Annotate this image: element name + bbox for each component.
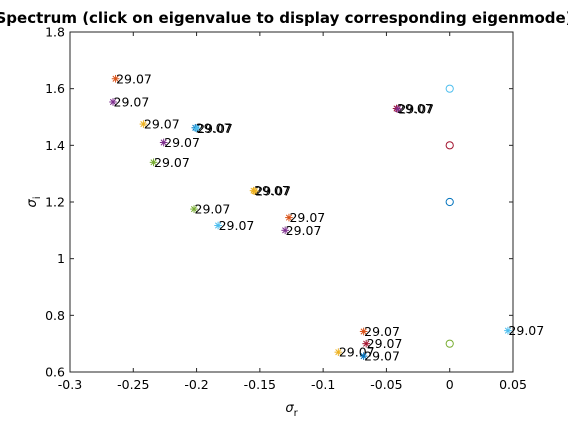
eigenvalue-label[interactable]: 29.07 bbox=[289, 210, 325, 225]
eigenvalue-label[interactable]: 29.07 bbox=[508, 323, 544, 338]
eigenvalue-point[interactable]: 29.07 bbox=[109, 94, 149, 109]
eigenvalue-point[interactable]: 29.07 bbox=[149, 155, 190, 170]
x-tick-label: -0.1 bbox=[311, 377, 335, 392]
eigenvalue-label[interactable]: 29.07 bbox=[255, 184, 291, 199]
asterisk-stroke bbox=[282, 227, 289, 234]
asterisk-stroke bbox=[112, 75, 119, 82]
eigenvalue-label[interactable]: 29.07 bbox=[254, 183, 290, 198]
x-tick-label: -0.15 bbox=[244, 377, 276, 392]
asterisk-stroke bbox=[193, 125, 200, 132]
eigenvalue-label[interactable]: 29.07 bbox=[114, 94, 150, 109]
asterisk-stroke bbox=[140, 120, 147, 128]
y-tick-label: 1.6 bbox=[45, 81, 65, 96]
eigenvalue-label[interactable]: 29.07 bbox=[196, 120, 232, 135]
asterisk-stroke bbox=[251, 188, 258, 195]
asterisk-stroke bbox=[190, 205, 198, 213]
y-axis-label-subscript: i bbox=[32, 196, 43, 199]
y-axis: 0.6 0.8 1 1.2 1.4 1.6 1.8 bbox=[45, 25, 513, 380]
y-tick-label: 0.6 bbox=[45, 365, 65, 380]
asterisk-stroke bbox=[109, 98, 117, 106]
y-axis-label-sigma: σ bbox=[25, 199, 40, 208]
x-tick-label: -0.25 bbox=[117, 377, 149, 392]
eigenvalue-label[interactable]: 29.07 bbox=[367, 336, 403, 351]
eigenvalue-point[interactable]: 29.07 bbox=[359, 324, 400, 339]
eigenvalue-label[interactable]: 29.07 bbox=[144, 117, 180, 132]
x-axis: -0.3 -0.25 -0.2 -0.15 -0.1 -0.05 0 0.05 bbox=[58, 32, 527, 392]
y-axis-label: σi bbox=[25, 196, 43, 207]
eigenvalue-label[interactable]: 29.07 bbox=[397, 101, 433, 116]
eigenvalue-circle-marker[interactable] bbox=[445, 197, 454, 207]
chart-title: Spectrum (click on eigenvalue to display… bbox=[0, 9, 568, 27]
eigenvalue-label[interactable]: 29.07 bbox=[154, 155, 190, 170]
x-tick-label: -0.05 bbox=[370, 377, 402, 392]
x-tick-label: 0 bbox=[446, 377, 454, 392]
y-tick-label: 1.2 bbox=[45, 195, 65, 210]
x-axis-label: σr bbox=[285, 401, 298, 419]
eigenvalue-label[interactable]: 29.07 bbox=[195, 202, 231, 217]
eigenvalue-point[interactable]: 29.07 bbox=[111, 71, 152, 86]
eigenvalue-label[interactable]: 29.07 bbox=[364, 349, 400, 364]
eigenvalue-point[interactable]: 29.07 bbox=[250, 184, 291, 199]
eigenvalue-label[interactable]: 29.07 bbox=[364, 324, 400, 339]
eigenvalue-point[interactable]: 29.07 bbox=[362, 336, 402, 351]
asterisk-stroke bbox=[394, 105, 401, 113]
x-axis-label-subscript: r bbox=[294, 408, 299, 419]
x-tick-label: -0.2 bbox=[184, 377, 208, 392]
y-tick-label: 1.8 bbox=[45, 25, 65, 40]
eigenvalue-point[interactable]: 29.07 bbox=[394, 102, 434, 117]
eigenvalue-circle-marker[interactable] bbox=[445, 84, 454, 93]
eigenvalue-point[interactable]: 29.07 bbox=[190, 202, 230, 217]
axes-box bbox=[69, 31, 514, 373]
asterisk-stroke bbox=[504, 327, 512, 334]
eigenvalue-point[interactable]: 29.07 bbox=[504, 323, 544, 338]
asterisk-stroke bbox=[214, 222, 222, 229]
y-tick-label: 1 bbox=[57, 251, 65, 266]
y-tick-label: 0.8 bbox=[45, 308, 65, 323]
eigenvalue-point[interactable]: 29.07 bbox=[139, 117, 180, 132]
x-axis-label-sigma: σ bbox=[285, 401, 294, 416]
eigenvalue-label[interactable]: 29.07 bbox=[398, 102, 434, 117]
eigenvalue-point[interactable]: 29.07 bbox=[359, 349, 400, 364]
eigenvalue-label[interactable]: 29.07 bbox=[286, 223, 322, 238]
eigenvalue-label[interactable]: 29.07 bbox=[164, 135, 200, 150]
asterisk-stroke bbox=[335, 349, 342, 356]
asterisk-stroke bbox=[363, 340, 370, 347]
eigenvalue-point[interactable]: 29.07 bbox=[214, 218, 254, 233]
asterisk-stroke bbox=[360, 353, 367, 360]
asterisk-stroke bbox=[160, 139, 167, 146]
x-tick-label: -0.3 bbox=[58, 377, 82, 392]
x-tick-label: 0.05 bbox=[499, 377, 527, 392]
eigenvalue-circle-marker[interactable] bbox=[445, 339, 454, 348]
eigenvalue-point[interactable]: 29.07 bbox=[281, 223, 321, 238]
eigenvalue-label[interactable]: 29.07 bbox=[219, 218, 255, 233]
asterisk-stroke bbox=[150, 159, 157, 166]
eigenvalue-point[interactable]: 29.07 bbox=[285, 210, 325, 225]
eigenvalue-point[interactable]: 29.07 bbox=[192, 121, 233, 136]
asterisk-stroke bbox=[360, 328, 367, 335]
eigenvalue-label[interactable]: 29.07 bbox=[116, 71, 152, 86]
eigenvalue-circle-marker[interactable] bbox=[445, 141, 454, 150]
eigenvalue-label[interactable]: 29.07 bbox=[197, 121, 233, 136]
y-tick-label: 1.4 bbox=[45, 138, 65, 153]
asterisk-stroke bbox=[285, 214, 293, 221]
eigenvalue-point[interactable]: 29.07 bbox=[159, 135, 200, 150]
